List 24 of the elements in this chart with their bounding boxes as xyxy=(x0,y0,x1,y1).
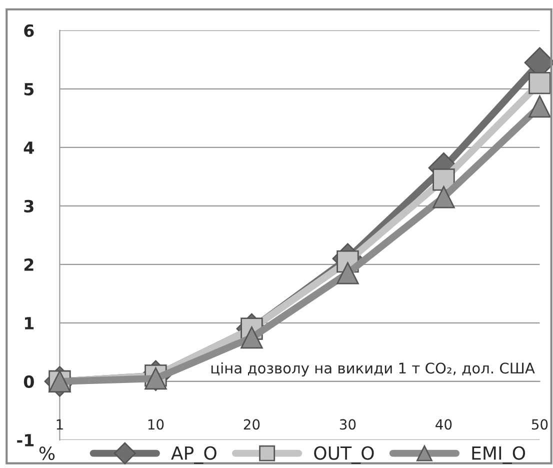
point xyxy=(432,186,455,208)
y-tick-label: 4 xyxy=(24,142,34,154)
legend-label: EMI_O xyxy=(472,446,526,464)
point xyxy=(528,72,551,94)
point xyxy=(528,95,551,118)
point xyxy=(336,262,359,284)
y-axis-title: % xyxy=(39,446,55,460)
legend-label: AP_O xyxy=(171,446,216,464)
legend-label: OUT_O xyxy=(314,446,374,464)
y-tick-label: 3 xyxy=(24,200,34,212)
x-tick-label: 50 xyxy=(532,419,548,430)
y-tick-label: 5 xyxy=(24,83,34,96)
x-axis-title: ціна дозволу на викиди 1 т CO₂, дол. США xyxy=(211,362,535,376)
y-tick-label: 1 xyxy=(25,317,34,330)
x-tick-label: 40 xyxy=(436,419,452,430)
x-tick-label: 30 xyxy=(340,419,356,430)
y-tick-label: 2 xyxy=(24,258,34,271)
x-tick-label: 1 xyxy=(56,419,63,430)
point xyxy=(240,326,263,349)
x-tick-label: 10 xyxy=(148,419,164,430)
y-tick-label: 6 xyxy=(24,24,34,37)
y-tick-label: 0 xyxy=(24,375,34,388)
x-tick-label: 20 xyxy=(244,419,260,430)
y-tick-label: -1 xyxy=(17,434,34,446)
